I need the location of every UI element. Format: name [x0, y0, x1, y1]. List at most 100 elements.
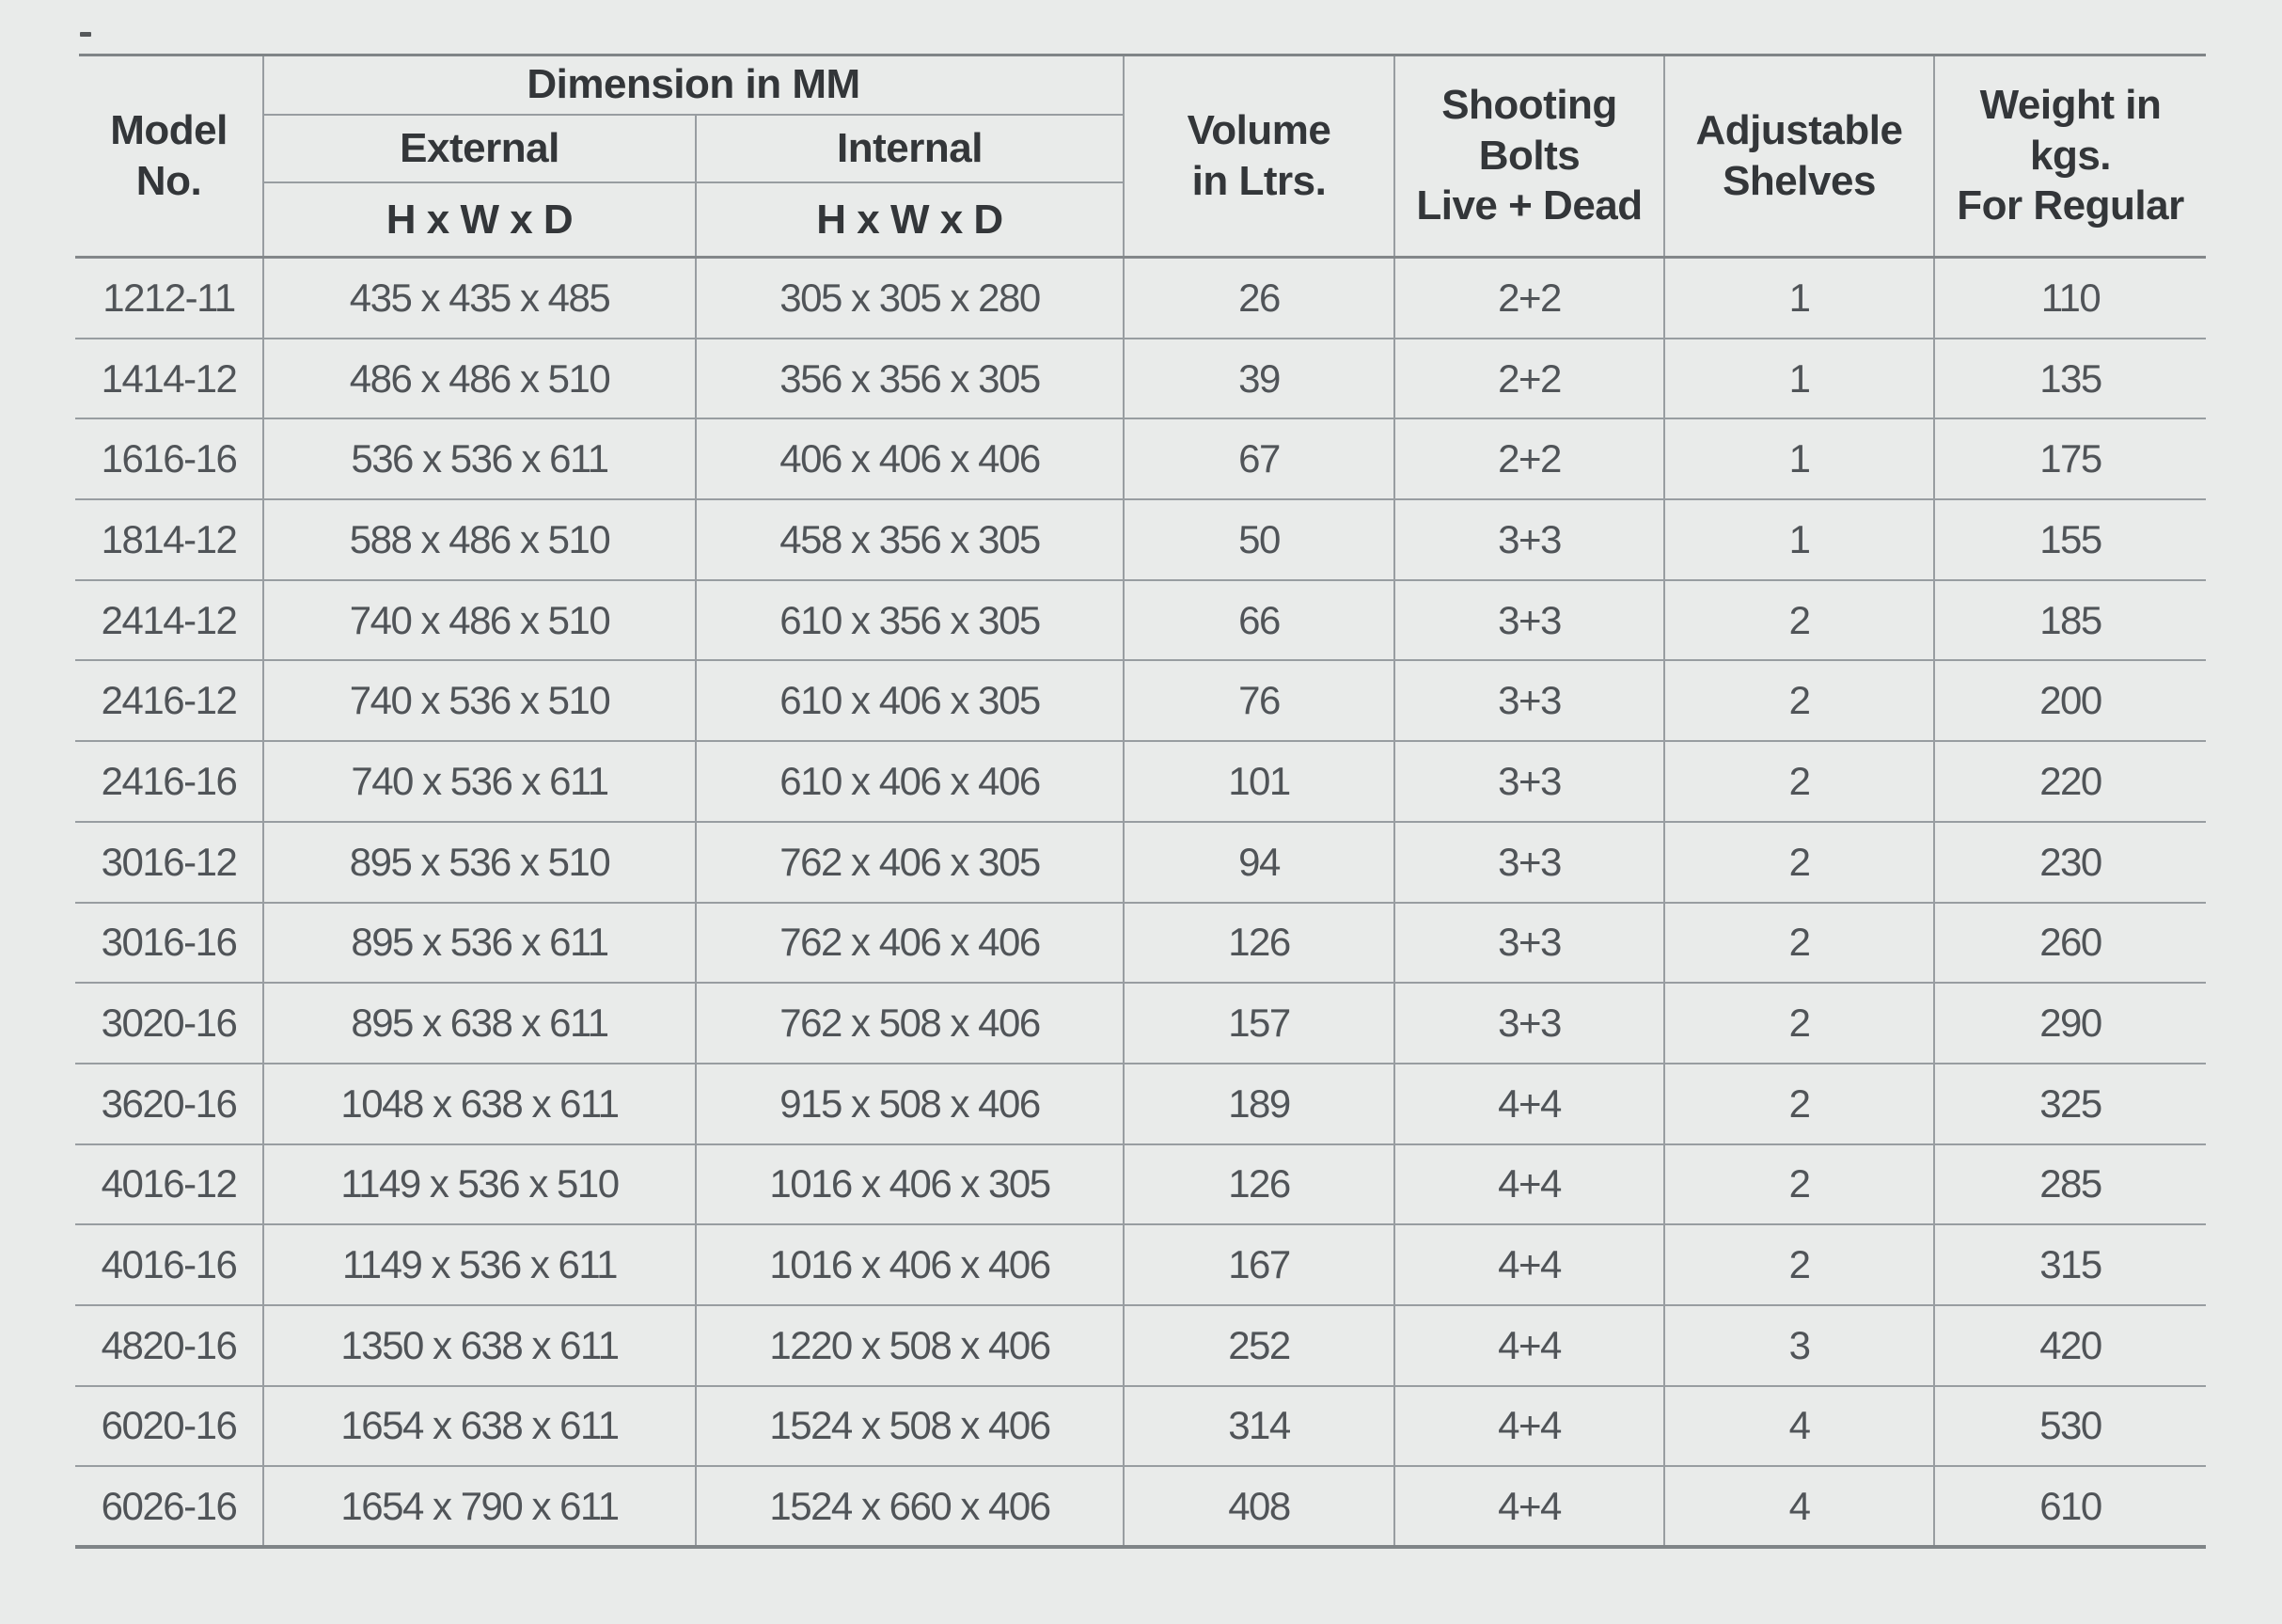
volume-cell: 39 [1123, 337, 1395, 420]
model-no-cell: 1616-16 [74, 418, 264, 501]
shooting-bolts-cell: 4+4 [1393, 1384, 1665, 1468]
shooting-bolts-cell: 3+3 [1393, 901, 1665, 985]
adjustable-shelves-cell: 1 [1663, 418, 1935, 501]
weight-cell: 135 [1933, 337, 2207, 420]
external-dimension-cell: 1654 x 638 x 611 [262, 1384, 697, 1468]
adjustable-shelves-cell: 1 [1663, 498, 1935, 581]
volume-cell: 101 [1123, 740, 1395, 823]
internal-dimension-cell: 762 x 406 x 305 [695, 820, 1125, 904]
volume-cell: 314 [1123, 1384, 1395, 1468]
model-no-cell: 4820-16 [74, 1303, 264, 1387]
weight-cell: 420 [1933, 1303, 2207, 1387]
weight-cell: 200 [1933, 659, 2207, 743]
table-row: 4016-16 1149 x 536 x 611 1016 x 406 x 40… [74, 1223, 2207, 1306]
model-no-cell: 2416-16 [74, 740, 264, 823]
volume-cell: 167 [1123, 1223, 1395, 1306]
adjustable-shelves-cell: 1 [1663, 256, 1935, 339]
adjustable-shelves-cell: 2 [1663, 740, 1935, 823]
table-row: 3016-12 895 x 536 x 510 762 x 406 x 305 … [74, 820, 2207, 904]
table-row: 3620-16 1048 x 638 x 611 915 x 508 x 406… [74, 1062, 2207, 1145]
external-dimension-cell: 1048 x 638 x 611 [262, 1062, 697, 1145]
table-body: 1212-11 435 x 435 x 485 305 x 305 x 280 … [74, 256, 2207, 1547]
external-dimension-cell: 1149 x 536 x 510 [262, 1143, 697, 1226]
table-row: 2414-12 740 x 486 x 510 610 x 356 x 305 … [74, 578, 2207, 662]
external-dimension-cell: 588 x 486 x 510 [262, 498, 697, 581]
external-dimension-cell: 740 x 486 x 510 [262, 578, 697, 662]
internal-dimension-cell: 1524 x 660 x 406 [695, 1465, 1125, 1547]
weight-cell: 110 [1933, 256, 2207, 339]
shooting-bolts-cell: 4+4 [1393, 1465, 1665, 1547]
volume-cell: 67 [1123, 418, 1395, 501]
internal-dimension-cell: 610 x 406 x 406 [695, 740, 1125, 823]
model-no-cell: 6020-16 [74, 1384, 264, 1468]
volume-cell: 26 [1123, 256, 1395, 339]
volume-cell: 94 [1123, 820, 1395, 904]
weight-cell: 285 [1933, 1143, 2207, 1226]
shooting-bolts-cell: 2+2 [1393, 256, 1665, 339]
col-header-external-hwd: H x W x D [262, 181, 697, 259]
col-header-adjustable-shelves: Adjustable Shelves [1663, 55, 1935, 259]
internal-dimension-cell: 458 x 356 x 305 [695, 498, 1125, 581]
volume-cell: 408 [1123, 1465, 1395, 1547]
external-dimension-cell: 895 x 536 x 611 [262, 901, 697, 985]
adjustable-shelves-cell: 4 [1663, 1384, 1935, 1468]
table-row: 4016-12 1149 x 536 x 510 1016 x 406 x 30… [74, 1143, 2207, 1226]
table-row: 1212-11 435 x 435 x 485 305 x 305 x 280 … [74, 256, 2207, 339]
adjustable-shelves-cell: 4 [1663, 1465, 1935, 1547]
spec-table-container: Model No. Dimension in MM Volume in Ltrs… [74, 54, 2207, 1549]
table-row: 2416-16 740 x 536 x 611 610 x 406 x 406 … [74, 740, 2207, 823]
adjustable-shelves-cell: 2 [1663, 820, 1935, 904]
volume-cell: 126 [1123, 1143, 1395, 1226]
internal-dimension-cell: 610 x 406 x 305 [695, 659, 1125, 743]
volume-cell: 252 [1123, 1303, 1395, 1387]
model-no-cell: 3016-16 [74, 901, 264, 985]
external-dimension-cell: 1654 x 790 x 611 [262, 1465, 697, 1547]
table-bottom-border [75, 1545, 2206, 1549]
col-header-weight: Weight in kgs. For Regular [1933, 55, 2207, 259]
shooting-bolts-cell: 4+4 [1393, 1062, 1665, 1145]
shooting-bolts-cell: 4+4 [1393, 1303, 1665, 1387]
weight-cell: 315 [1933, 1223, 2207, 1306]
table-header: Model No. Dimension in MM Volume in Ltrs… [74, 55, 2207, 259]
internal-dimension-cell: 1016 x 406 x 305 [695, 1143, 1125, 1226]
weight-cell: 610 [1933, 1465, 2207, 1547]
model-no-cell: 1212-11 [74, 256, 264, 339]
col-header-external: External [262, 114, 697, 183]
internal-dimension-cell: 406 x 406 x 406 [695, 418, 1125, 501]
external-dimension-cell: 435 x 435 x 485 [262, 256, 697, 339]
table-row: 1814-12 588 x 486 x 510 458 x 356 x 305 … [74, 498, 2207, 581]
model-no-cell: 6026-16 [74, 1465, 264, 1547]
adjustable-shelves-cell: 1 [1663, 337, 1935, 420]
weight-cell: 155 [1933, 498, 2207, 581]
internal-dimension-cell: 915 x 508 x 406 [695, 1062, 1125, 1145]
shooting-bolts-cell: 4+4 [1393, 1143, 1665, 1226]
col-header-dimension-group: Dimension in MM [262, 55, 1125, 116]
shooting-bolts-cell: 4+4 [1393, 1223, 1665, 1306]
table-row: 1414-12 486 x 486 x 510 356 x 356 x 305 … [74, 337, 2207, 420]
col-header-shooting-bolts: Shooting Bolts Live + Dead [1393, 55, 1665, 259]
model-no-cell: 3020-16 [74, 982, 264, 1064]
shooting-bolts-cell: 3+3 [1393, 659, 1665, 743]
adjustable-shelves-cell: 2 [1663, 901, 1935, 985]
adjustable-shelves-cell: 2 [1663, 578, 1935, 662]
volume-cell: 76 [1123, 659, 1395, 743]
shooting-bolts-cell: 3+3 [1393, 740, 1665, 823]
external-dimension-cell: 486 x 486 x 510 [262, 337, 697, 420]
internal-dimension-cell: 1016 x 406 x 406 [695, 1223, 1125, 1306]
weight-cell: 220 [1933, 740, 2207, 823]
volume-cell: 189 [1123, 1062, 1395, 1145]
internal-dimension-cell: 762 x 508 x 406 [695, 982, 1125, 1064]
external-dimension-cell: 1149 x 536 x 611 [262, 1223, 697, 1306]
weight-cell: 530 [1933, 1384, 2207, 1468]
model-no-cell: 2416-12 [74, 659, 264, 743]
table-row: 4820-16 1350 x 638 x 611 1220 x 508 x 40… [74, 1303, 2207, 1387]
adjustable-shelves-cell: 2 [1663, 1223, 1935, 1306]
weight-cell: 290 [1933, 982, 2207, 1064]
corner-mark [80, 32, 91, 37]
model-no-cell: 1814-12 [74, 498, 264, 581]
external-dimension-cell: 536 x 536 x 611 [262, 418, 697, 501]
model-no-cell: 1414-12 [74, 337, 264, 420]
internal-dimension-cell: 610 x 356 x 305 [695, 578, 1125, 662]
weight-cell: 260 [1933, 901, 2207, 985]
